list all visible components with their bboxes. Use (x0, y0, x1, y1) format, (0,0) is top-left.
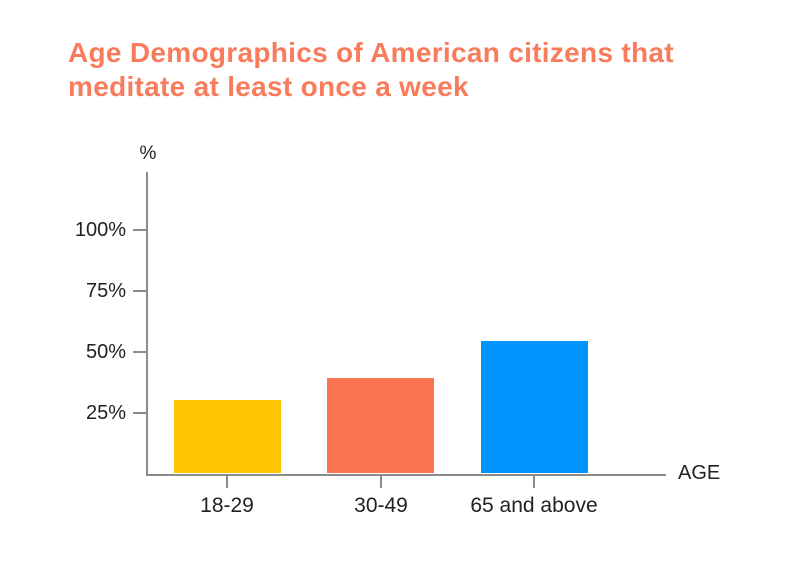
x-category-label: 30-49 (354, 494, 408, 517)
y-tick (133, 290, 146, 292)
x-tick (226, 476, 228, 488)
y-axis-unit-label: % (139, 143, 157, 164)
bar-18-29 (174, 400, 281, 473)
y-tick (133, 351, 146, 353)
y-tick (133, 229, 146, 231)
y-axis-line (146, 172, 148, 476)
x-tick (533, 476, 535, 488)
x-axis-title: AGE (678, 462, 721, 484)
y-tick-label: 25% (85, 402, 126, 424)
page-title: Age Demographics of American citizens th… (68, 37, 674, 102)
x-tick (380, 476, 382, 488)
y-tick-label: 50% (85, 341, 126, 363)
bar-30-49 (327, 378, 434, 473)
x-category-label: 18-29 (200, 494, 254, 517)
y-tick-label: 75% (85, 280, 126, 302)
x-axis-line (146, 474, 666, 476)
x-category-label: 65 and above (470, 494, 598, 517)
y-tick-label: 100% (74, 219, 126, 241)
y-tick (133, 412, 146, 414)
bar-65-and-above (481, 341, 588, 473)
